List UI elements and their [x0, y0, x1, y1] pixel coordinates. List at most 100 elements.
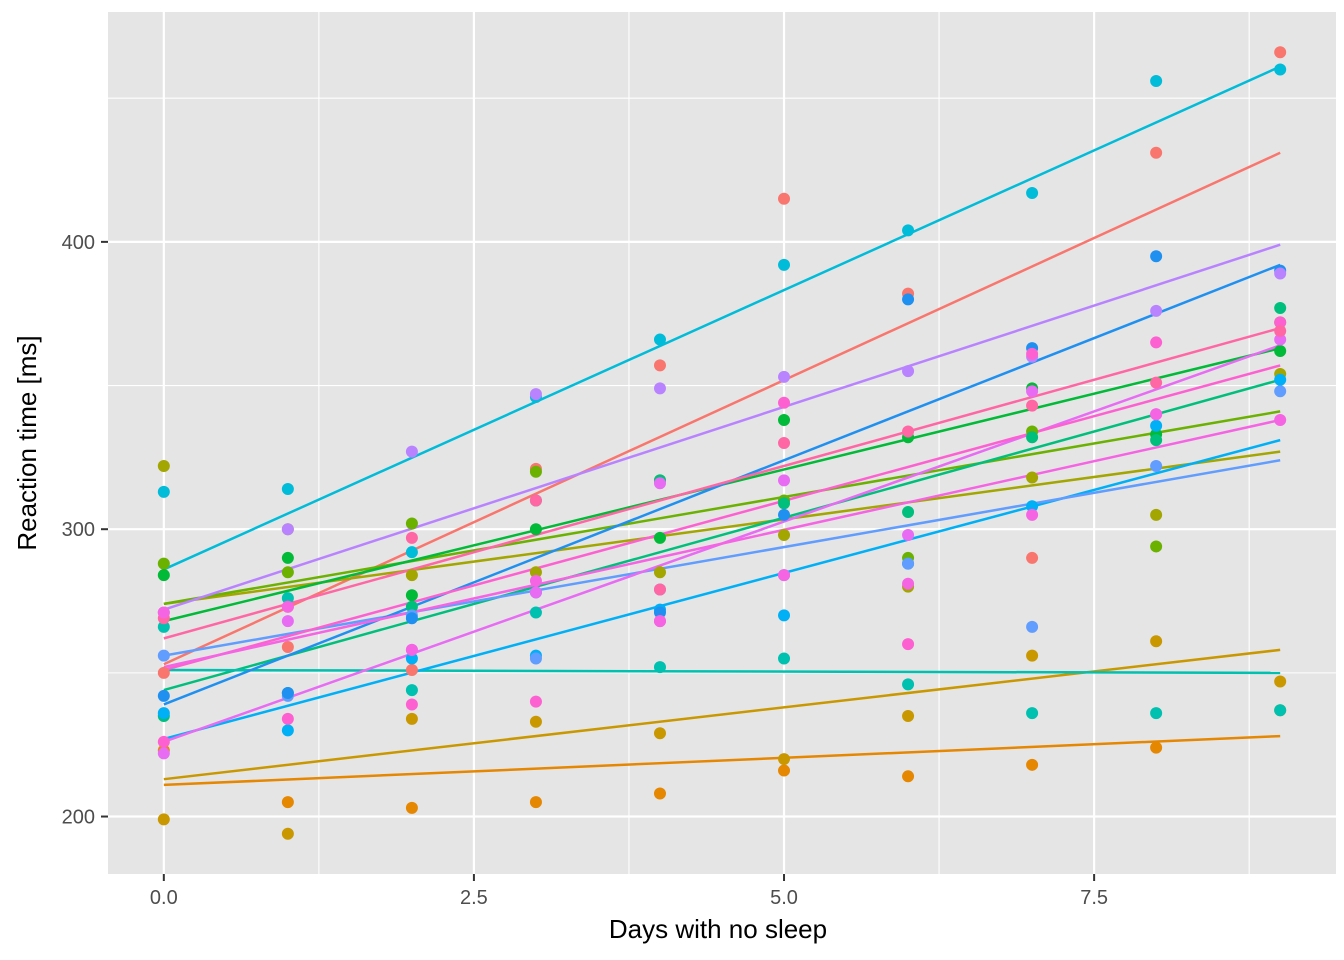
data-point	[157, 569, 170, 582]
data-point	[902, 678, 915, 691]
data-point	[405, 600, 418, 613]
data-point	[281, 566, 294, 579]
data-point	[902, 365, 915, 378]
data-point	[157, 707, 170, 720]
data-point	[157, 649, 170, 662]
data-point	[405, 684, 418, 697]
data-point	[157, 747, 170, 760]
data-point	[405, 698, 418, 711]
data-point	[281, 523, 294, 536]
data-point	[902, 505, 915, 518]
data-point	[1026, 385, 1039, 398]
data-point	[405, 643, 418, 656]
data-point	[1026, 508, 1039, 521]
data-point	[902, 577, 915, 590]
data-point	[157, 689, 170, 702]
data-point	[1026, 500, 1039, 513]
regression-line	[163, 243, 1281, 611]
data-point	[1274, 301, 1287, 314]
data-point	[529, 523, 542, 536]
plot-panel	[108, 12, 1336, 874]
data-point	[1150, 434, 1163, 447]
data-point	[1026, 399, 1039, 412]
data-point	[1274, 414, 1287, 427]
data-point	[653, 615, 666, 628]
y-tick-label: 300	[62, 519, 95, 541]
data-point	[1274, 267, 1287, 280]
data-point	[778, 414, 791, 427]
data-point	[529, 606, 542, 619]
data-point	[1150, 540, 1163, 553]
data-point	[529, 566, 542, 579]
data-point	[902, 709, 915, 722]
data-point	[1150, 408, 1163, 421]
regression-line	[163, 378, 1281, 692]
regression-line	[163, 734, 1281, 787]
data-point	[281, 827, 294, 840]
data-point	[653, 727, 666, 740]
data-point	[778, 474, 791, 487]
data-point	[902, 425, 915, 438]
data-point	[653, 566, 666, 579]
data-point	[529, 796, 542, 809]
data-point	[405, 546, 418, 559]
data-point	[157, 606, 170, 619]
data-point	[653, 787, 666, 800]
regression-line	[163, 326, 1281, 640]
data-point	[1150, 508, 1163, 521]
data-point	[1150, 459, 1163, 472]
data-point	[653, 477, 666, 490]
data-point	[1274, 333, 1287, 346]
data-point	[1150, 419, 1163, 432]
data-point	[1150, 250, 1163, 263]
regression-line	[163, 418, 1281, 669]
data-point	[1150, 304, 1163, 317]
data-point	[902, 293, 915, 306]
regression-line	[163, 450, 1281, 606]
data-point	[778, 192, 791, 205]
data-point	[157, 666, 170, 679]
data-point	[281, 686, 294, 699]
data-point	[281, 592, 294, 605]
data-point	[281, 482, 294, 495]
data-point	[778, 370, 791, 383]
data-point	[1274, 675, 1287, 688]
data-point	[778, 569, 791, 582]
data-point	[778, 497, 791, 510]
data-point	[405, 517, 418, 530]
data-point	[1026, 187, 1039, 200]
x-axis-title: Days with no sleep	[609, 914, 827, 944]
data-point	[778, 258, 791, 271]
data-point	[529, 388, 542, 401]
regression-line	[163, 364, 1281, 672]
data-point	[1150, 376, 1163, 389]
data-point	[157, 485, 170, 498]
regression-line	[163, 263, 1281, 706]
regression-line	[163, 668, 1281, 675]
data-points	[157, 46, 1287, 840]
data-point	[157, 557, 170, 570]
data-point	[1274, 63, 1287, 76]
data-point	[157, 735, 170, 748]
data-point	[281, 551, 294, 564]
y-tick-label: 200	[62, 807, 95, 829]
x-tick-label: 5.0	[770, 887, 798, 909]
data-point	[1274, 704, 1287, 717]
data-point	[405, 612, 418, 625]
data-point	[281, 724, 294, 737]
data-point	[902, 528, 915, 541]
x-tick-label: 0.0	[150, 887, 178, 909]
data-point	[1150, 707, 1163, 720]
data-point	[778, 609, 791, 622]
data-point	[1150, 336, 1163, 349]
data-point	[405, 652, 418, 665]
data-point	[1274, 373, 1287, 386]
data-point	[529, 574, 542, 587]
data-point	[1026, 347, 1039, 360]
data-point	[778, 528, 791, 541]
data-point	[653, 583, 666, 596]
y-axis-ticks: 200 300 400	[62, 232, 108, 829]
data-point	[902, 770, 915, 783]
